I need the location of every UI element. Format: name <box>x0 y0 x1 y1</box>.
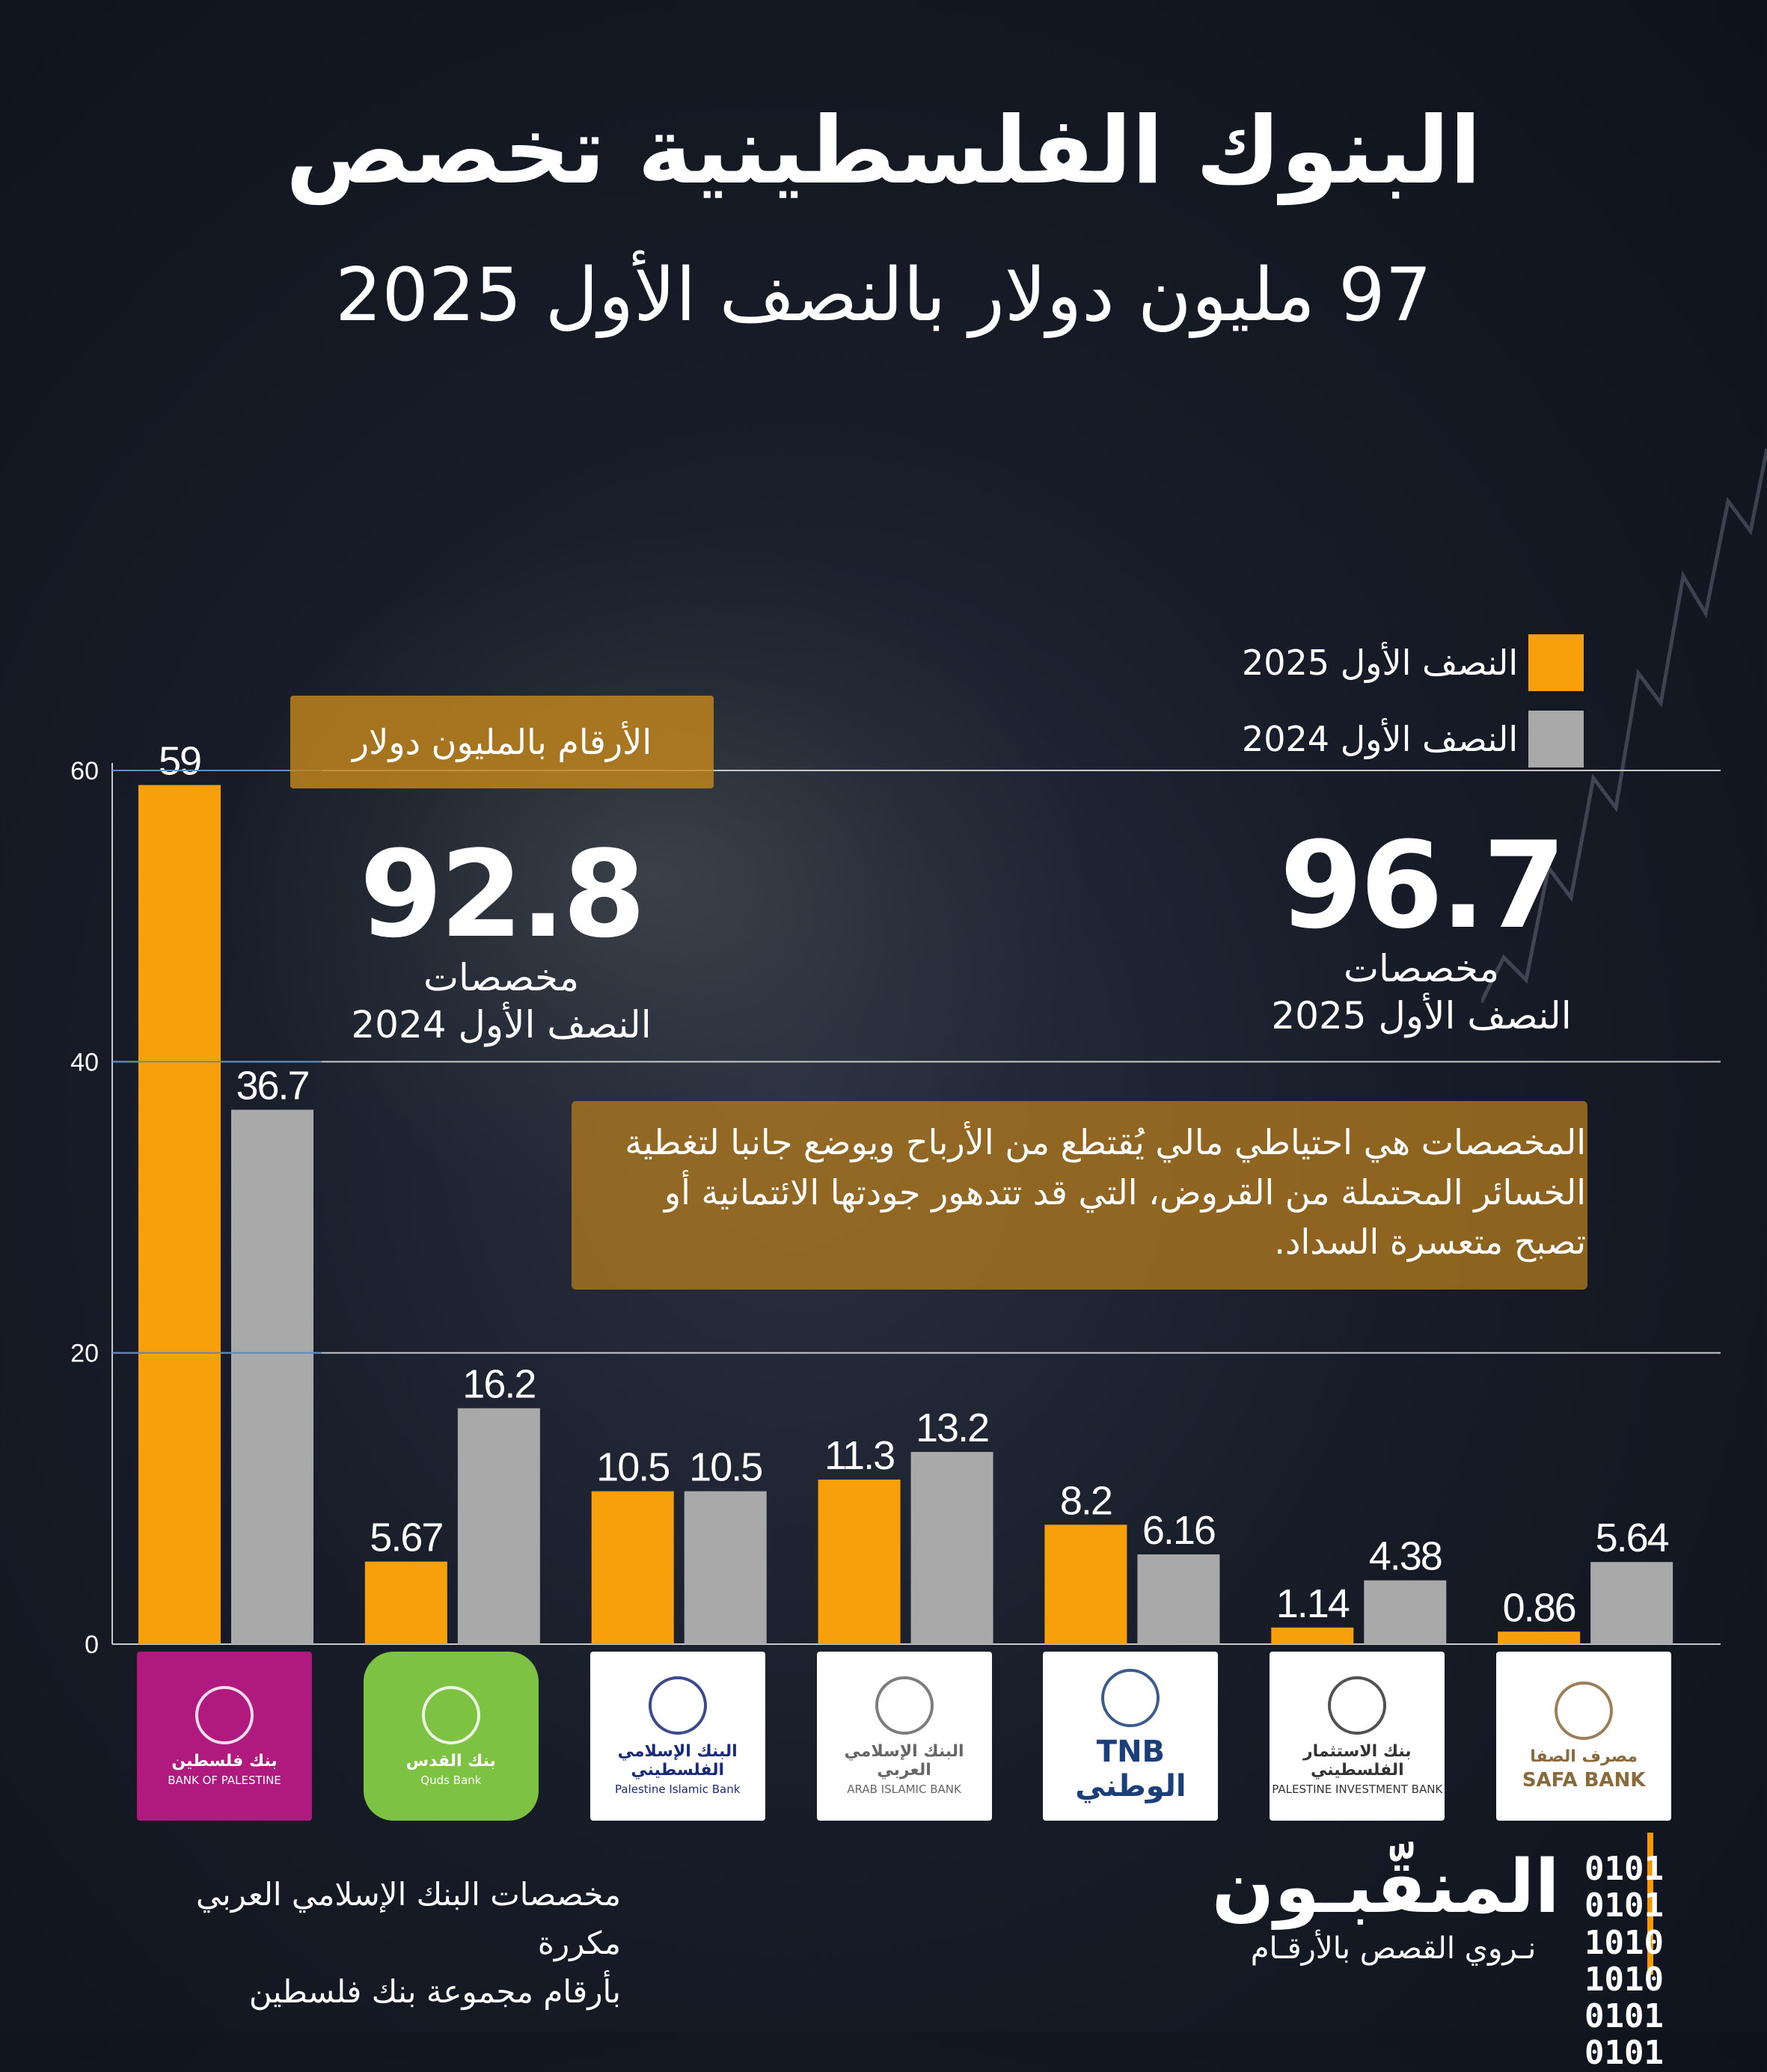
bank-logo-emblem-icon <box>421 1685 480 1744</box>
definition-line-2: الخسائر المحتملة من القروض، التي قد تتده… <box>664 1171 1586 1213</box>
bank-logo-emblem-icon <box>195 1685 254 1744</box>
data-label-2025-0: 59 <box>159 738 200 783</box>
data-label-2024-2: 10.5 <box>689 1445 762 1490</box>
bank-logo-english-name: BANK OF PALESTINE <box>168 1773 281 1787</box>
legend-label-2025: النصف الأول 2025 <box>1242 643 1519 683</box>
bank-logo-arabic-name: بنك الاستثمار الفلسطيني <box>1302 1742 1412 1780</box>
bank-logo-3: البنك الإسلامي العربي ARAB ISLAMIC BANK <box>816 1652 992 1821</box>
brand-pickaxe-icon <box>1647 1833 1653 1975</box>
data-label-2024-1: 16.2 <box>462 1362 535 1407</box>
bank-logo-arabic-name: البنك الإسلامي الفلسطيني <box>617 1742 738 1780</box>
binary-line-2: 1010 1010 <box>1584 1923 1664 1999</box>
background-trend-line <box>1481 448 1767 1004</box>
y-tick-label-0: 0 <box>85 1631 99 1659</box>
definition-line-1: المخصصات هي احتياطي مالي يُقتطع من الأرب… <box>625 1122 1586 1162</box>
bar-2025-2 <box>591 1491 674 1644</box>
y-tick-label-3: 60 <box>70 757 99 785</box>
page-subtitle: 97 مليون دولار بالنصف الأول 2025 <box>335 253 1432 338</box>
data-label-2025-6: 0.86 <box>1503 1585 1575 1630</box>
stat-2025: 96.7 مخصصات النصف الأول 2025 <box>1249 826 1593 1039</box>
legend-2024: النصف الأول 2024 <box>1242 711 1584 767</box>
bar-2025-4 <box>1044 1524 1127 1644</box>
data-label-2025-4: 8.2 <box>1060 1478 1112 1523</box>
bank-logo-5: بنك الاستثمار الفلسطيني PALESTINE INVESTM… <box>1270 1652 1445 1821</box>
bank-logo-emblem-icon <box>1555 1681 1614 1740</box>
bank-logo-6: مصرف الصفا SAFA BANK <box>1496 1652 1672 1821</box>
footnote: مخصصات البنك الإسلامي العربي مكررة بأرقا… <box>105 1870 621 2016</box>
bank-logo-english-name: SAFA BANK <box>1522 1768 1646 1791</box>
page-title: البنوك الفلسطينية تخصص <box>285 97 1482 205</box>
bar-2025-1 <box>364 1561 447 1644</box>
unit-note-text: الأرقام بالمليون دولار <box>352 722 652 762</box>
data-label-2024-0: 36.7 <box>236 1064 308 1109</box>
bank-logo-2: البنك الإسلامي الفلسطيني Palestine Islami… <box>589 1652 765 1821</box>
stat-2024-period: النصف الأول 2024 <box>351 1002 652 1046</box>
bank-logo-emblem-icon <box>875 1676 934 1735</box>
bank-logo-emblem-icon <box>1101 1669 1160 1727</box>
bar-2024-4 <box>1137 1554 1220 1644</box>
binary-line-3: 0101 0101 <box>1584 1997 1664 2072</box>
bank-logo-arabic-name: بنك فلسطين <box>171 1751 278 1771</box>
data-label-2025-1: 5.67 <box>370 1515 442 1560</box>
brand-tagline: نـروي القصص بالأرقـام <box>1250 1931 1537 1966</box>
bar-2025-5 <box>1271 1627 1354 1644</box>
bar-2024-5 <box>1364 1580 1447 1644</box>
footnote-line-1: مخصصات البنك الإسلامي العربي مكررة <box>195 1876 621 1962</box>
definition-line-3: تصبح متعسرة السداد. <box>1274 1222 1586 1263</box>
data-label-2024-5: 4.38 <box>1369 1534 1442 1579</box>
bank-logo-emblem-icon <box>648 1676 707 1735</box>
money-background <box>224 539 1085 1212</box>
bank-logo-english-name: Quds Bank <box>420 1773 482 1787</box>
bank-logo-1: بنك القدس Quds Bank <box>363 1652 539 1821</box>
bank-logo-0: بنك فلسطين BANK OF PALESTINE <box>137 1652 312 1821</box>
legend-label-2024: النصف الأول 2024 <box>1242 719 1519 759</box>
stat-2024: 92.8 مخصصات النصف الأول 2024 <box>329 835 673 1048</box>
bar-2024-0 <box>231 1109 313 1644</box>
bar-2024-3 <box>910 1452 993 1644</box>
data-label-2024-3: 13.2 <box>916 1406 988 1450</box>
stat-2024-value: 92.8 <box>359 824 646 964</box>
bank-logo-arabic-name: TNB الوطني <box>1075 1735 1186 1803</box>
bank-logo-english-name: Palestine Islamic Bank <box>615 1783 741 1796</box>
bank-logo-arabic-name: مصرف الصفا <box>1530 1747 1638 1766</box>
data-label-2024-6: 5.64 <box>1596 1515 1669 1560</box>
data-label-2025-2: 10.5 <box>596 1445 669 1490</box>
footnote-line-2: بأرقام مجموعة بنك فلسطين <box>248 1973 621 2011</box>
stat-2025-label: مخصصات <box>1343 947 1500 990</box>
bar-2024-1 <box>457 1408 540 1644</box>
bar-2024-6 <box>1590 1562 1673 1644</box>
unit-note: الأرقام بالمليون دولار <box>290 696 714 788</box>
brand-binary-mark: 0101 0101 1010 1010 0101 0101 <box>1584 1851 1715 2072</box>
bank-logo-arabic-name: بنك القدس <box>405 1751 496 1771</box>
legend-swatch-2024 <box>1528 711 1584 767</box>
bank-logo-4: TNB الوطني <box>1043 1652 1219 1821</box>
data-label-2024-4: 6.16 <box>1142 1508 1215 1553</box>
stat-2025-value: 96.7 <box>1279 815 1567 955</box>
bank-logo-english-name: PALESTINE INVESTMENT BANK <box>1272 1783 1443 1796</box>
stat-2024-label: مخصصات <box>423 956 580 999</box>
bar-2025-3 <box>818 1480 901 1644</box>
definition-box <box>572 1101 1587 1290</box>
bank-logo-english-name: ARAB ISLAMIC BANK <box>847 1783 961 1796</box>
bar-2024-2 <box>684 1491 767 1644</box>
data-label-2025-3: 11.3 <box>824 1433 894 1478</box>
bank-logo-arabic-name: البنك الإسلامي العربي <box>844 1742 964 1780</box>
binary-line-1: 0101 0101 <box>1584 1850 1664 1925</box>
bank-logo-emblem-icon <box>1328 1676 1387 1735</box>
y-tick-label-1: 20 <box>70 1340 99 1368</box>
legend-swatch-2025 <box>1528 634 1584 691</box>
definition-text: المخصصات هي احتياطي مالي يُقتطع من الأرب… <box>584 1118 1586 1267</box>
legend-2025: النصف الأول 2025 <box>1242 634 1584 691</box>
brand-name: المنقّبـون <box>1211 1845 1560 1930</box>
y-tick-label-2: 40 <box>70 1048 99 1076</box>
bar-2025-6 <box>1498 1631 1581 1644</box>
data-label-2025-5: 1.14 <box>1276 1581 1350 1626</box>
brand-logo: المنقّبـون نـروي القصص بالأرقـام 0101 01… <box>1211 1833 1721 2071</box>
bar-2025-0 <box>138 785 221 1644</box>
stat-2025-period: النصف الأول 2025 <box>1271 993 1572 1037</box>
